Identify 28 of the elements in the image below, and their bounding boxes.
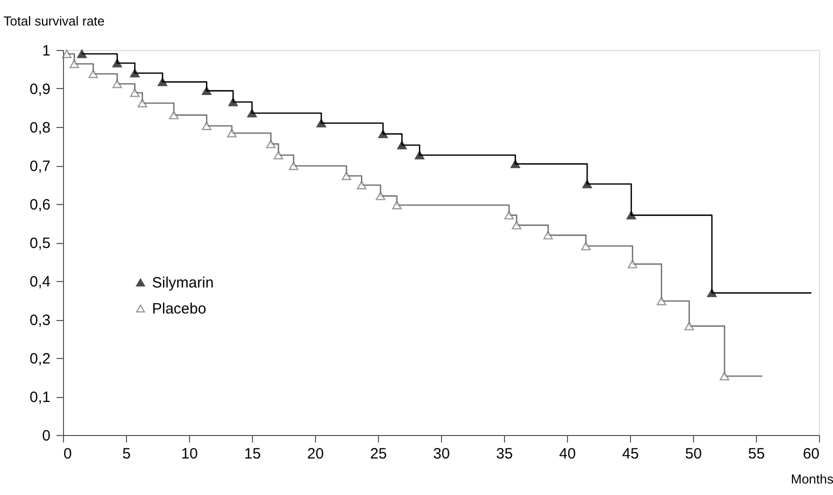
y-tick-label: 0,5	[30, 235, 50, 252]
x-tick-label: 30	[433, 446, 450, 462]
y-tick-label: 0,7	[30, 158, 50, 175]
y-axis-title: Total survival rate	[4, 14, 105, 28]
x-tick-label: 50	[685, 446, 702, 462]
x-tick-label: 15	[244, 446, 261, 462]
x-tick-label: 45	[622, 446, 639, 462]
y-tick-label: 0,2	[30, 350, 50, 368]
x-tick-label: 5	[122, 446, 131, 462]
legend-label: Placebo	[152, 300, 206, 318]
y-tick-label: 0,1	[30, 389, 50, 406]
y-tick-label: 0,4	[30, 274, 50, 290]
legend-label: Silymarin	[152, 274, 214, 292]
x-tick-label: 0	[64, 446, 72, 462]
x-tick-label: 25	[370, 446, 387, 462]
x-tick-label: 10	[181, 446, 198, 462]
y-tick-label: 0,8	[30, 120, 50, 136]
x-tick-label: 40	[559, 446, 576, 462]
x-tick-label: 60	[802, 446, 820, 462]
x-tick-label: 20	[307, 446, 324, 462]
x-tick-label: 55	[748, 446, 765, 462]
y-tick-label: 0	[42, 428, 50, 444]
y-tick-label: 1	[42, 42, 50, 60]
y-tick-label: 0,6	[30, 196, 50, 214]
x-tick-label: 35	[496, 446, 513, 462]
y-tick-label: 0,3	[30, 312, 50, 329]
x-axis-title: Months	[790, 472, 833, 486]
y-tick-label: 0,9	[30, 81, 50, 98]
